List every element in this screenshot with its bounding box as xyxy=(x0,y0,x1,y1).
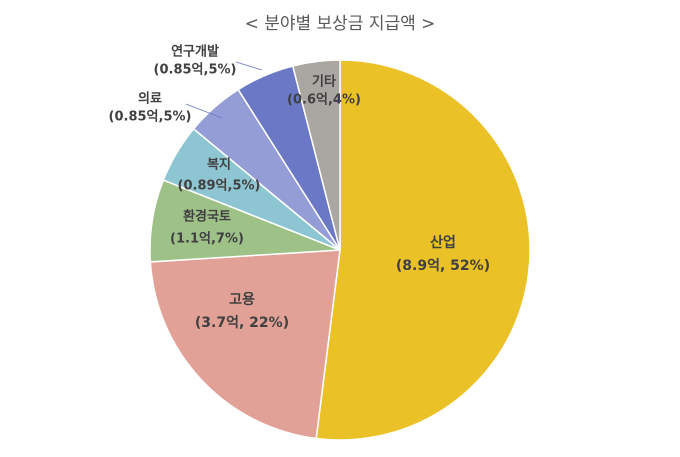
value-label: (0.85억,5%) xyxy=(109,110,192,125)
value-label: (0.6억,4%) xyxy=(287,93,361,108)
pie-slice xyxy=(149,249,341,440)
value-label: (0.89억,5%) xyxy=(178,179,261,194)
leader-line xyxy=(235,61,263,71)
leader-line xyxy=(185,103,223,119)
value-label: (1.1억,7%) xyxy=(170,232,244,247)
value-label: (3.7억, 22%) xyxy=(195,315,289,331)
slice-label: 기타 xyxy=(312,74,336,90)
value-label: (8.9억, 52%) xyxy=(396,258,490,274)
slice-label: 산업 xyxy=(430,234,456,251)
slice-label: 연구개발 xyxy=(171,44,219,60)
slice-label: 고용 xyxy=(229,292,255,308)
slice-label: 의료 xyxy=(138,91,162,107)
value-label: (0.85억,5%) xyxy=(154,63,237,78)
pie-slice xyxy=(315,59,531,441)
slice-label: 환경국토 xyxy=(183,209,231,225)
slice-label: 복지 xyxy=(207,158,231,173)
chart-title: < 분야별 보상금 지급액 > xyxy=(245,14,436,34)
pie-slice xyxy=(291,59,341,251)
